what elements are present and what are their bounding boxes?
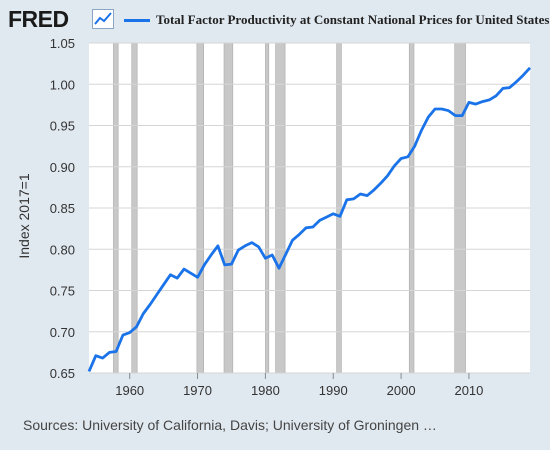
- y-tick-label: 0.95: [50, 119, 75, 134]
- y-tick-label: 1.05: [50, 36, 75, 51]
- y-axis-label: Index 2017=1: [16, 173, 32, 259]
- y-tick-label: 0.80: [50, 242, 75, 257]
- x-tick-label: 1960: [115, 383, 144, 398]
- y-tick-label: 0.70: [50, 325, 75, 340]
- legend-label[interactable]: Total Factor Productivity at Constant Na…: [156, 12, 550, 27]
- y-tick-label: 0.75: [50, 284, 75, 299]
- chart-header: FRED Total Factor Productivity at Consta…: [0, 0, 550, 36]
- y-tick-label: 0.85: [50, 201, 75, 216]
- x-tick-label: 1990: [319, 383, 348, 398]
- y-axis-ticks: 0.65 0.70 0.75 0.80 0.85 0.90 0.95 1.00 1.05: [50, 36, 75, 381]
- y-tick-label: 0.90: [50, 160, 75, 175]
- fred-logo[interactable]: FRED: [8, 6, 69, 32]
- chart: 0.65 0.70 0.75 0.80 0.85 0.90 0.95 1.00 1.05 196…: [50, 36, 532, 398]
- legend-swatch: [124, 19, 150, 22]
- source-note: Sources: University of California, Davis…: [23, 417, 437, 433]
- x-tick-label: 1980: [251, 383, 280, 398]
- y-tick-label: 0.65: [50, 366, 75, 381]
- grid-lines: [89, 42, 530, 374]
- y-tick-label: 1.00: [50, 77, 75, 92]
- x-tick-label: 1970: [183, 383, 212, 398]
- x-axis-ticks: 1960 1970 1980 1990 2000 2010: [115, 373, 483, 398]
- line-chart-icon: [92, 9, 114, 29]
- series-line: [87, 66, 532, 372]
- x-tick-label: 2000: [387, 383, 416, 398]
- x-tick-label: 2010: [454, 383, 483, 398]
